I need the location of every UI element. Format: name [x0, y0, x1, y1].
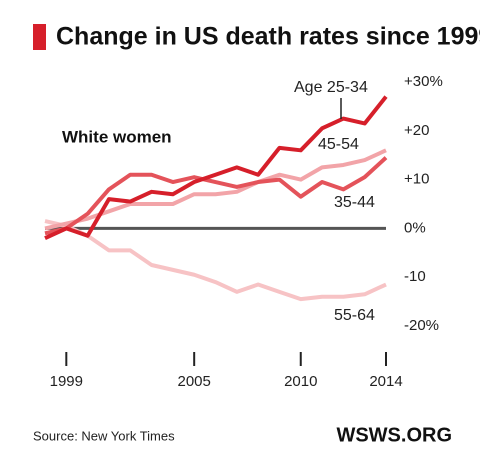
y-tick-label: 0%: [404, 219, 426, 236]
x-tick-label: 1999: [50, 373, 83, 390]
y-tick-label: +30%: [404, 73, 443, 90]
title-marker: [33, 24, 46, 50]
subtitle: White women: [62, 127, 172, 146]
chart-title: Change in US death rates since 1999: [56, 23, 480, 51]
x-tick-label: 2010: [284, 373, 317, 390]
x-tick-label: 2014: [369, 373, 402, 390]
y-tick-label: +20: [404, 122, 429, 139]
y-tick-label: +10: [404, 171, 429, 188]
series-label: 55-64: [334, 307, 375, 324]
series-line: [44, 219, 387, 302]
series-line: [44, 156, 388, 236]
series-label: Age 25-34: [294, 79, 368, 96]
source: Source: New York Times: [33, 428, 175, 443]
y-tick-label: -10: [404, 268, 426, 285]
series-label: 45-54: [318, 136, 359, 153]
series-line: [44, 95, 388, 240]
series-line: [44, 148, 387, 231]
series-label: 35-44: [334, 194, 375, 211]
x-tick-label: 2005: [178, 373, 211, 390]
y-tick-label: -20%: [404, 317, 439, 334]
credit: WSWS.ORG: [336, 424, 452, 446]
